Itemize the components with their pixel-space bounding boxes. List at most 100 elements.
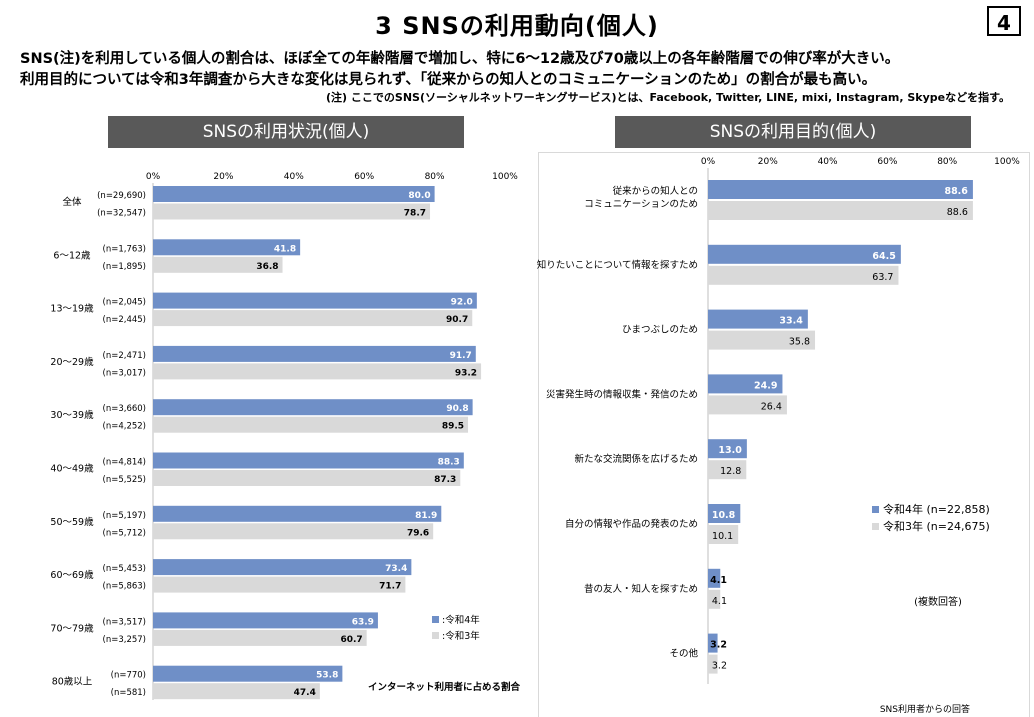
right-bar-r3 <box>708 525 739 544</box>
left-value-label-r4: 92.0 <box>451 298 473 308</box>
left-legend-swatch-r4 <box>432 616 439 623</box>
right-value-label-r3: 10.1 <box>712 531 733 542</box>
right-value-label-r4: 33.4 <box>779 316 803 327</box>
right-bar-r4 <box>708 633 718 653</box>
left-value-label-r4: 91.7 <box>450 351 472 361</box>
right-value-label-r4: 24.9 <box>754 380 777 391</box>
right-value-label-r4: 4.1 <box>710 575 727 586</box>
right-category-label: コミュニケーションのため <box>584 199 698 210</box>
left-bar-r3 <box>153 683 320 700</box>
left-value-label-r4: 73.4 <box>385 564 407 574</box>
page-title: 3 SNSの利用動向(個人) <box>375 12 659 40</box>
left-n-label: (n=770) <box>111 671 146 681</box>
left-bar-r4 <box>153 452 464 469</box>
left-n-label: (n=4,814) <box>103 458 146 468</box>
lead-text-2: 利用目的については令和3年調査から大きな変化は見られず、「従来からの知人とのコミ… <box>20 72 877 88</box>
left-n-label: (n=4,252) <box>103 422 146 432</box>
right-value-label-r4: 13.0 <box>718 445 742 456</box>
right-value-label-r3: 63.7 <box>872 272 893 283</box>
right-legend-swatch-r3 <box>872 523 879 530</box>
left-n-label: (n=1,895) <box>103 262 146 272</box>
left-value-label-r4: 88.3 <box>438 458 460 468</box>
left-value-label-r3: 79.6 <box>407 528 429 538</box>
left-value-label-r3: 78.7 <box>404 209 426 219</box>
left-bar-r4 <box>153 665 343 682</box>
left-bar-r3 <box>153 629 367 646</box>
left-n-label: (n=5,453) <box>103 564 146 574</box>
left-bar-r3 <box>153 363 482 380</box>
left-bar-r4 <box>153 345 476 362</box>
left-category-label: 40～49歳 <box>50 463 94 475</box>
right-value-label-r3: 4.1 <box>712 596 727 607</box>
right-annotation: (複数回答) <box>914 595 962 608</box>
left-bar-r4 <box>153 612 378 629</box>
left-n-label: (n=2,045) <box>103 298 146 308</box>
left-category-label: 60～69歳 <box>50 569 94 581</box>
right-category-label: その他 <box>669 648 698 660</box>
left-n-label: (n=581) <box>111 688 146 698</box>
left-legend-swatch-r3 <box>432 632 439 639</box>
left-value-label-r4: 63.9 <box>352 617 374 627</box>
right-value-label-r4: 10.8 <box>712 510 736 521</box>
left-bar-r4 <box>153 559 412 576</box>
right-bar-r4 <box>708 568 721 588</box>
left-n-label: (n=5,525) <box>103 475 146 485</box>
left-n-label: (n=2,471) <box>103 351 146 361</box>
right-x-tick: 20% <box>758 157 778 167</box>
left-bar-r4 <box>153 239 301 256</box>
left-category-label: 13～19歳 <box>50 303 94 315</box>
left-value-label-r4: 53.8 <box>316 671 338 681</box>
right-bar-r4 <box>708 244 901 264</box>
right-category-label: ひまつぶしのため <box>622 325 698 336</box>
left-value-label-r4: 41.8 <box>274 244 296 254</box>
right-bar-r4 <box>708 180 973 199</box>
right-value-label-r3: 35.8 <box>789 337 810 348</box>
right-bar-r4 <box>708 504 741 523</box>
right-value-label-r3: 26.4 <box>761 401 782 412</box>
right-chart-title: SNSの利用目的(個人) <box>615 116 971 148</box>
left-value-label-r3: 89.5 <box>442 422 464 432</box>
left-value-label-r4: 90.8 <box>446 404 468 414</box>
lead-text-1: SNS(注)を利用している個人の割合は、ほぼ全ての年齢階層で増加し、特に6～12… <box>20 51 900 67</box>
left-bar-r3 <box>153 203 431 220</box>
left-bar-r3 <box>153 523 434 540</box>
right-bar-r3 <box>708 395 787 415</box>
left-bar-r3 <box>153 576 406 593</box>
left-footnote: インターネット利用者に占める割合 <box>368 681 521 693</box>
left-n-label: (n=3,660) <box>103 404 146 414</box>
left-bar-r4 <box>153 292 477 309</box>
left-legend-r3: :令和3年 <box>442 630 480 642</box>
left-n-label: (n=5,712) <box>103 528 146 538</box>
left-x-tick: 60% <box>354 172 374 182</box>
left-bar-r3 <box>153 416 469 433</box>
left-n-label: (n=3,017) <box>103 368 146 378</box>
left-category-label: 70～79歳 <box>50 622 94 634</box>
left-bar-r4 <box>153 186 435 202</box>
left-n-label: (n=1,763) <box>103 244 146 254</box>
left-x-tick: 20% <box>213 172 233 182</box>
right-value-label-r3: 88.6 <box>947 207 968 218</box>
footnote-sns-definition: (注) ここでのSNS(ソーシャルネットワーキングサービス)とは、Faceboo… <box>326 91 1010 104</box>
right-bar-r4 <box>708 374 783 394</box>
right-category-label: 新たな交流関係を広げるため <box>574 453 698 465</box>
right-category-label: 昔の友人・知人を探すため <box>584 583 698 595</box>
left-category-label: 80歳以上 <box>52 676 93 688</box>
left-x-tick: 100% <box>492 172 518 182</box>
left-n-label: (n=3,517) <box>103 617 146 627</box>
right-chart-frame <box>538 152 1030 717</box>
right-legend-r4: 令和4年 (n=22,858) <box>883 502 990 516</box>
left-value-label-r3: 47.4 <box>294 688 316 698</box>
left-n-label: (n=3,257) <box>103 635 146 645</box>
left-bar-r4 <box>153 399 473 416</box>
right-value-label-r3: 3.2 <box>712 661 727 672</box>
left-x-tick: 0% <box>146 172 161 182</box>
left-value-label-r4: 80.0 <box>408 191 430 201</box>
left-category-label: 全体 <box>62 196 82 208</box>
right-category-label: 災害発生時の情報収集・発信のため <box>546 388 698 400</box>
right-bar-r4 <box>708 309 808 329</box>
right-x-tick: 60% <box>877 157 897 167</box>
left-value-label-r3: 87.3 <box>434 475 456 485</box>
left-category-label: 20～29歳 <box>50 356 94 368</box>
left-x-tick: 80% <box>425 172 445 182</box>
